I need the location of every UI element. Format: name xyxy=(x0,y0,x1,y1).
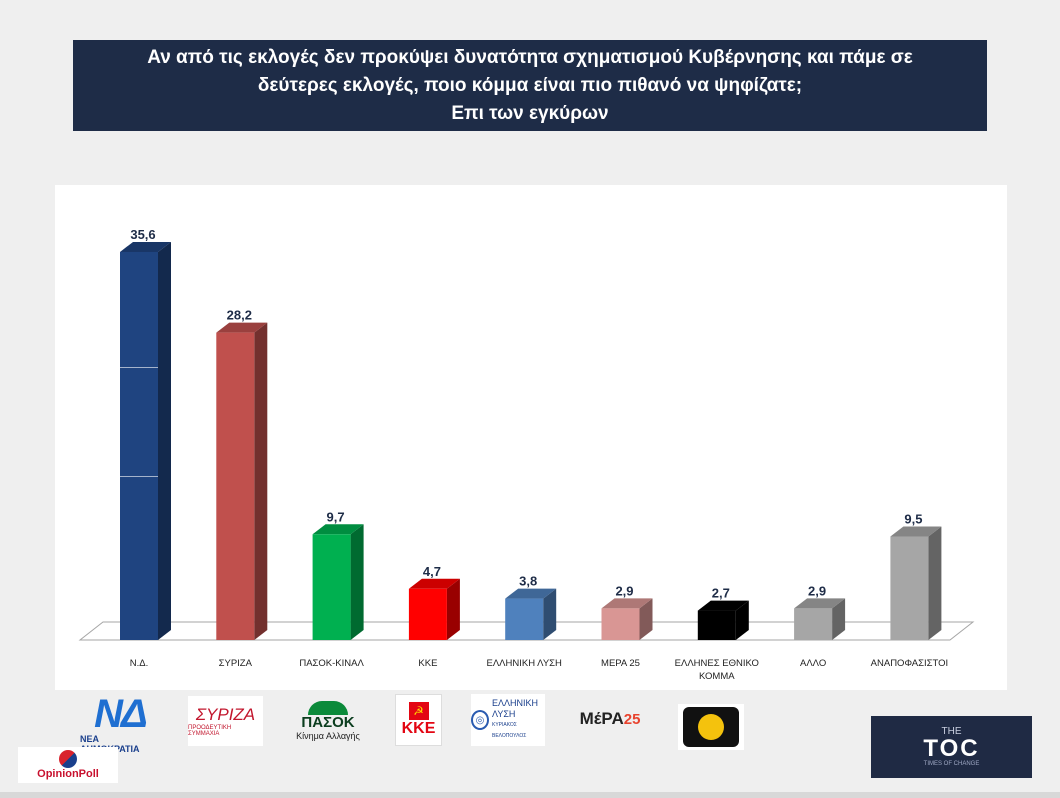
bar-top-3 xyxy=(408,578,460,589)
bottom-bar xyxy=(0,792,1060,798)
data-label-5: 2,9 xyxy=(615,583,633,598)
category-label-line: Ν.Δ. xyxy=(130,658,149,669)
bar-7 xyxy=(794,608,833,640)
category-label-1: ΣΥΡΙΖΑ xyxy=(219,658,253,669)
bar-3 xyxy=(408,588,447,640)
syriza-logo-sub: ΠΡΟΟΔΕΥΤΙΚΗ ΣΥΜΜΑΧΙΑ xyxy=(188,725,232,737)
kke-logo: ☭ ΚΚΕ xyxy=(395,694,442,746)
bar-side-3 xyxy=(446,578,460,640)
category-label-line: ΕΛΛΗΝΕΣ ΕΘΝΙΚΟ xyxy=(675,658,759,669)
bar-side-7 xyxy=(832,598,846,640)
category-label-line: ΚΟΜΜΑ xyxy=(699,671,735,682)
bar-side-8 xyxy=(928,526,942,640)
category-label-0: Ν.Δ. xyxy=(130,658,149,669)
category-label-line: ΜΕΡΑ 25 xyxy=(601,658,640,669)
opinion-poll-logo: OpinionPoll xyxy=(18,747,118,783)
bar-top-4 xyxy=(505,588,557,599)
data-label-1: 28,2 xyxy=(227,308,252,323)
syriza-logo-mark: ΣΥΡΙΖΑ xyxy=(195,705,256,724)
bar-side-0 xyxy=(158,241,171,640)
bar-4 xyxy=(505,598,544,640)
title-line-3: Επι των εγκύρων xyxy=(451,102,609,124)
category-label-line: ΠΑΣΟΚ-ΚΙΝΑΛ xyxy=(299,658,364,669)
party-logos-row: ΝΔ ΝΕΑ ΔΗΜΟΚΡΑΤΙΑ ΣΥΡΙΖΑ ΠΡΟΟΔΕΥΤΙΚΗ ΣΥΜ… xyxy=(0,690,1060,798)
elliniki-lysi-logo: ◎ ΕΛΛΗΝΙΚΗ ΛΥΣΗ ΚΥΡΙΑΚΟΣ ΒΕΛΟΠΟΥΛΟΣ xyxy=(471,694,545,746)
category-label-7: ΑΛΛΟ xyxy=(800,658,826,669)
nd-logo-mark: ΝΔ xyxy=(94,694,148,736)
nd-logo: ΝΔ ΝΕΑ ΔΗΜΟΚΡΑΤΙΑ xyxy=(80,694,160,754)
category-label-6: ΕΛΛΗΝΕΣ ΕΘΝΙΚΟ ΚΟΜΜΑ xyxy=(675,658,759,682)
data-label-2: 9,7 xyxy=(327,509,345,524)
title-line-2: δεύτερες εκλογές, ποιο κόμμα είναι πιο π… xyxy=(257,74,803,96)
category-label-line: ΚΚΕ xyxy=(418,658,437,669)
bar-8 xyxy=(890,536,929,640)
kke-logo-mark: ΚΚΕ xyxy=(401,720,436,737)
the-toc-the: THE xyxy=(941,726,962,737)
category-label-2: ΠΑΣΟΚ-ΚΙΝΑΛ xyxy=(299,658,364,669)
mera25-logo: ΜέΡΑ 25 xyxy=(578,700,642,738)
pasok-sun-icon xyxy=(308,701,348,715)
bar-top-2 xyxy=(312,524,364,535)
the-toc-mark: TOC xyxy=(923,735,980,762)
category-label-line: ΣΥΡΙΖΑ xyxy=(219,658,253,669)
bar-side-2 xyxy=(350,524,364,640)
mera25-logo-mark: ΜέΡΑ xyxy=(579,709,624,728)
category-label-5: ΜΕΡΑ 25 xyxy=(601,658,640,669)
opinion-poll-logo-text: OpinionPoll xyxy=(37,768,99,780)
bar-side-4 xyxy=(543,588,557,640)
bar-side-6 xyxy=(735,600,749,640)
bar-side-5 xyxy=(639,598,653,640)
data-label-7: 2,9 xyxy=(808,583,826,598)
syriza-logo: ΣΥΡΙΖΑ ΠΡΟΟΔΕΥΤΙΚΗ ΣΥΜΜΑΧΙΑ xyxy=(188,696,263,746)
category-label-line: ΕΛΛΗΝΙΚΗ ΛΥΣΗ xyxy=(486,658,562,669)
chart-title-box: Αν από τις εκλογές δεν προκύψει δυνατότη… xyxy=(73,40,987,131)
pasok-logo-sub: Κίνημα Αλλαγής xyxy=(296,731,360,741)
data-label-3: 4,7 xyxy=(423,564,441,579)
data-label-6: 2,7 xyxy=(712,586,730,601)
category-label-line: ΑΝΑΠΟΦΑΣΙΣΤΟΙ xyxy=(871,658,948,669)
category-label-3: ΚΚΕ xyxy=(418,658,437,669)
bar-top-6 xyxy=(697,600,749,611)
bar-5 xyxy=(601,608,640,640)
bar-2 xyxy=(312,534,351,640)
bar-top-7 xyxy=(794,598,846,609)
data-label-8: 9,5 xyxy=(904,511,922,526)
data-label-0: 35,6 xyxy=(130,227,155,242)
bar-0 xyxy=(120,251,158,640)
bar-chart: 35,6 Ν.Δ. 28,2 ΣΥΡΙΖΑ 9,7 ΠΑΣΟΚ-ΚΙΝΑΛ 4,7 ΚΚΕ 3,… xyxy=(78,227,975,682)
category-label-4: ΕΛΛΗΝΙΚΗ ΛΥΣΗ xyxy=(486,658,562,669)
ellines-emblem-icon xyxy=(683,707,739,747)
bar-side-1 xyxy=(254,322,268,640)
data-label-4: 3,8 xyxy=(519,574,537,589)
ellines-ethniko-komma-logo xyxy=(678,704,744,750)
elliniki-lysi-logo-text: ΕΛΛΗΝΙΚΗ ΛΥΣΗ ΚΥΡΙΑΚΟΣ ΒΕΛΟΠΟΥΛΟΣ xyxy=(492,698,545,742)
ellines-sun-icon xyxy=(698,714,724,740)
bar-1 xyxy=(216,332,255,640)
bar-top-0 xyxy=(120,241,171,252)
bar-6 xyxy=(697,610,736,640)
elliniki-lysi-line1: ΕΛΛΗΝΙΚΗ xyxy=(492,698,539,708)
plot-area: 35,6 Ν.Δ. 28,2 ΣΥΡΙΖΑ 9,7 ΠΑΣΟΚ-ΚΙΝΑΛ 4,7 ΚΚΕ 3,… xyxy=(55,185,1007,690)
elliniki-lysi-sub: ΚΥΡΙΑΚΟΣ ΒΕΛΟΠΟΥΛΟΣ xyxy=(492,722,527,739)
bar-top-8 xyxy=(890,526,942,537)
the-toc-sub: TIMES OF CHANGE xyxy=(923,761,980,767)
mera25-logo-num: 25 xyxy=(623,710,641,728)
bar-top-1 xyxy=(216,322,268,333)
globe-icon: ◎ xyxy=(471,710,489,730)
the-toc-logo: THE TOC TIMES OF CHANGE xyxy=(871,716,1032,778)
bar-top-5 xyxy=(601,598,653,609)
title-line-1: Αν από τις εκλογές δεν προκύψει δυνατότη… xyxy=(147,46,913,68)
hammer-sickle-icon: ☭ xyxy=(408,702,429,720)
category-label-8: ΑΝΑΠΟΦΑΣΙΣΤΟΙ xyxy=(871,658,948,669)
pasok-logo-mark: ΠΑΣΟΚ xyxy=(301,714,355,731)
elliniki-lysi-line2: ΛΥΣΗ xyxy=(492,709,516,719)
pasok-logo: ΠΑΣΟΚ Κίνημα Αλλαγής xyxy=(286,696,370,746)
category-label-line: ΑΛΛΟ xyxy=(800,658,826,669)
opinion-poll-ball-icon xyxy=(59,750,77,768)
